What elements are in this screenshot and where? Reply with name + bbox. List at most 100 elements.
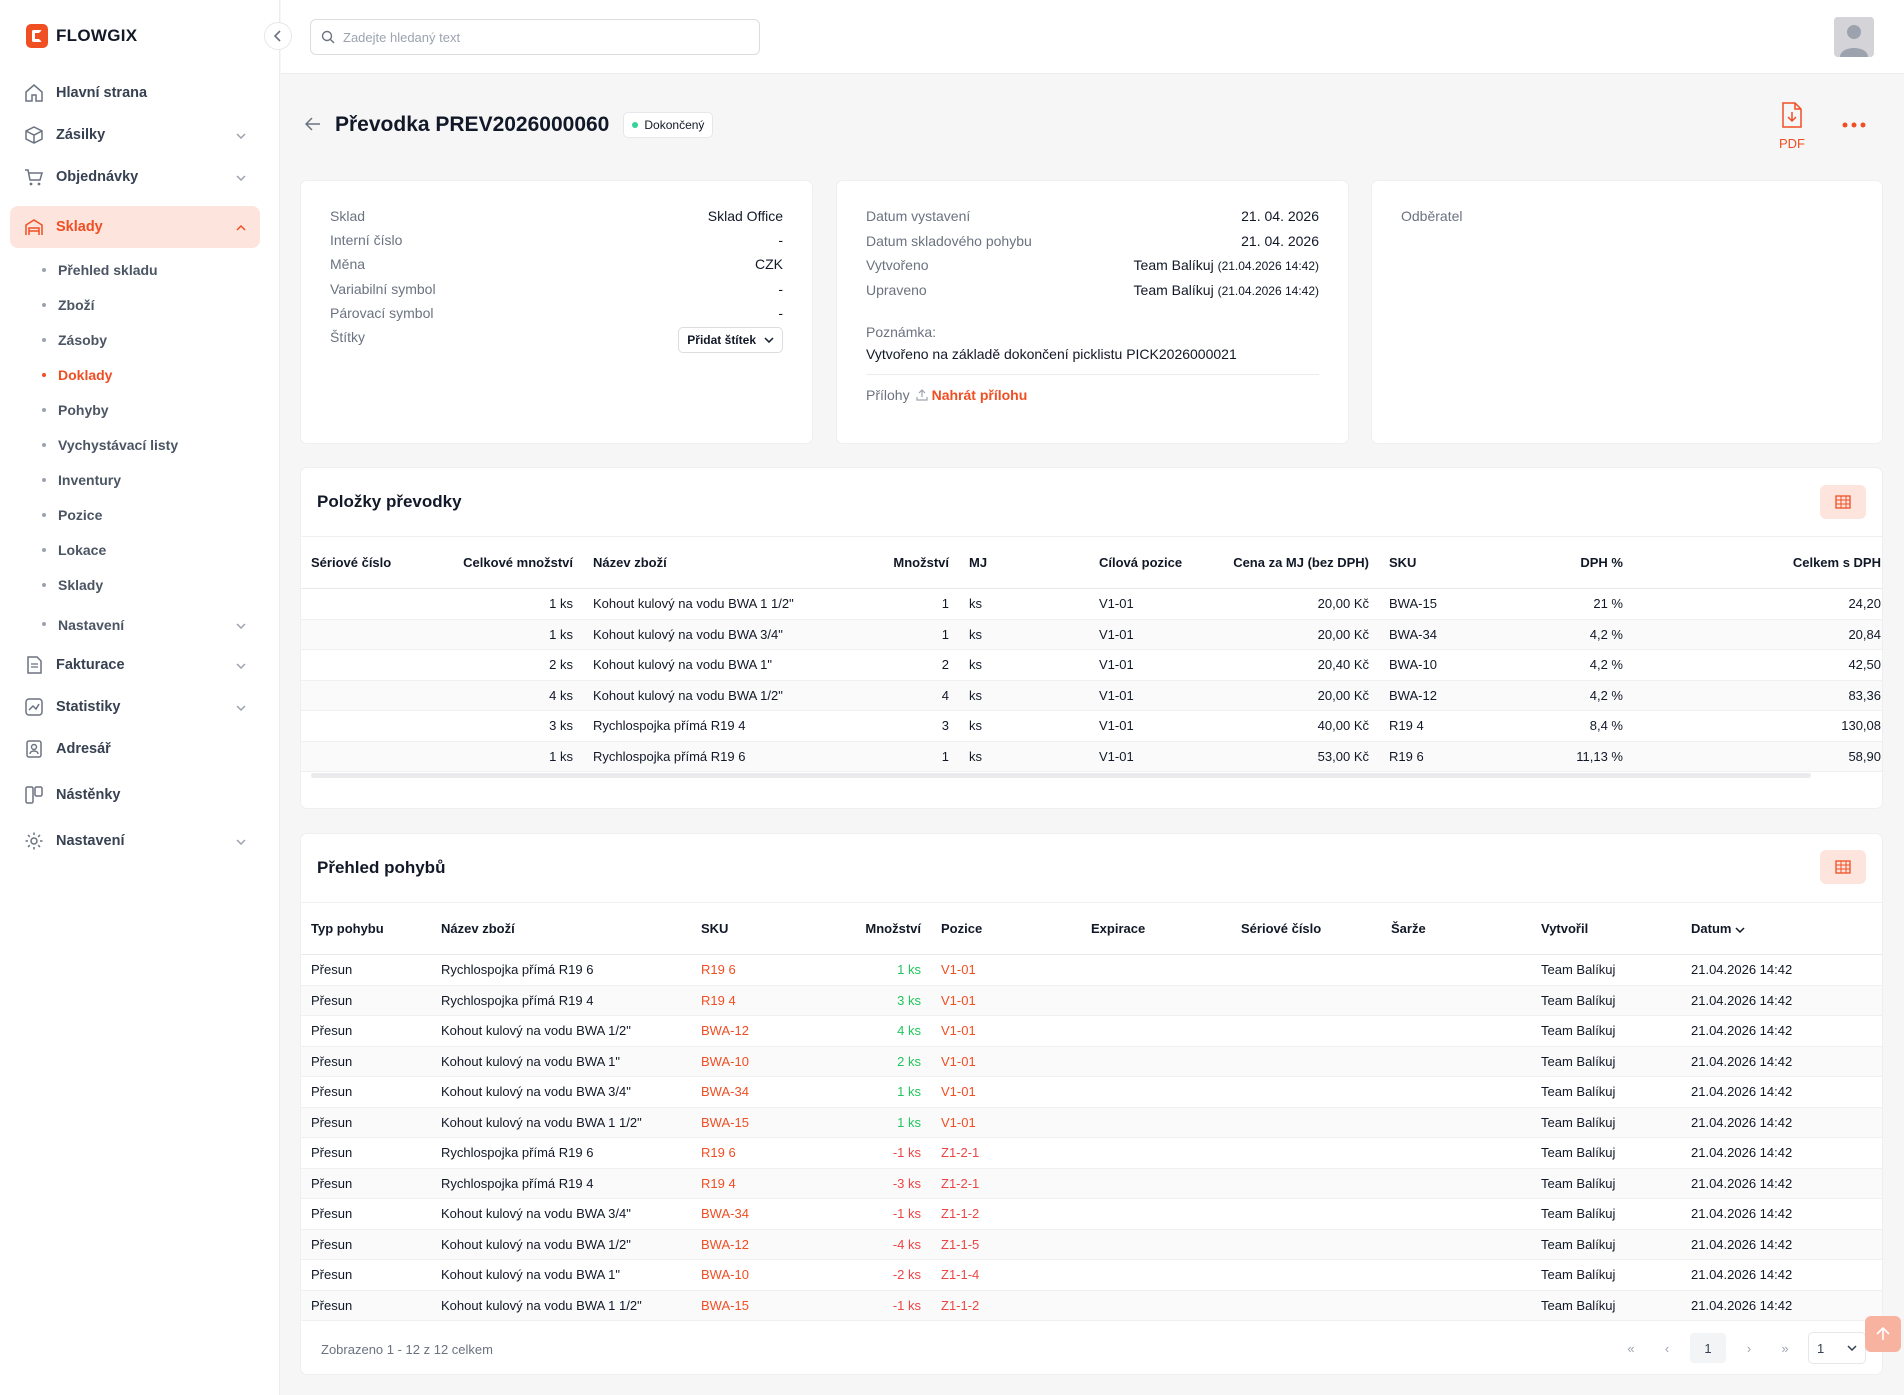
cell-sku[interactable]: BWA-15 <box>701 1297 749 1313</box>
cell-pozice[interactable]: V1-01 <box>941 1114 976 1130</box>
cell-pozice[interactable]: Z1-2-1 <box>941 1145 980 1161</box>
sidebar-item-fakturace[interactable]: Fakturace <box>10 644 260 686</box>
pdf-button[interactable]: PDF <box>1771 102 1813 151</box>
column-header-seriove-cislo[interactable]: Sériové číslo <box>311 555 392 570</box>
prev-page-button[interactable]: ‹ <box>1664 1340 1670 1356</box>
column-header-seriove-cislo[interactable]: Sériové číslo <box>1241 921 1322 936</box>
table-row[interactable]: Přesun Kohout kulový na vodu BWA 1" BWA-10… <box>301 1260 1882 1290</box>
table-row[interactable]: Přesun Rychlospojka přímá R19 6 R19 6 -1 ks… <box>301 1138 1882 1168</box>
column-header-cena-za-mj-bez-dph[interactable]: Cena za MJ (bez DPH) <box>1233 555 1369 570</box>
cell-pozice[interactable]: Z1-1-4 <box>941 1267 980 1283</box>
items-table-settings-button[interactable] <box>1820 485 1866 519</box>
submenu-item-doklady[interactable]: Doklady <box>42 357 260 392</box>
cell-sku[interactable]: BWA-10 <box>701 1267 749 1283</box>
page-size-select[interactable]: 1 <box>1808 1332 1866 1364</box>
last-page-button[interactable]: » <box>1781 1340 1789 1356</box>
cell-sku[interactable]: BWA-34 <box>701 1206 749 1222</box>
column-header-sku[interactable]: SKU <box>1389 555 1417 570</box>
column-header-mnozstvi[interactable]: Množství <box>893 555 949 570</box>
cell-pozice[interactable]: V1-01 <box>941 992 976 1008</box>
column-header-vytvoril[interactable]: Vytvořil <box>1541 921 1589 936</box>
cell-pozice[interactable]: Z1-1-2 <box>941 1297 980 1313</box>
table-row[interactable]: Přesun Kohout kulový na vodu BWA 1 1/2" BW… <box>301 1290 1882 1321</box>
avatar[interactable] <box>1834 17 1874 57</box>
submenu-item-vychystavaci-listy[interactable]: Vychystávací listy <box>42 427 260 462</box>
add-tag-button[interactable]: Přidat štítek <box>678 327 783 353</box>
first-page-button[interactable]: « <box>1627 1340 1635 1356</box>
table-row[interactable]: 1 ks Kohout kulový na vodu BWA 1 1/2" 1 ks V… <box>301 589 1882 619</box>
sidebar-item-objednavky[interactable]: Objednávky <box>10 156 260 198</box>
page-button-current[interactable]: 1 <box>1690 1333 1726 1363</box>
column-header-pozice[interactable]: Pozice <box>941 921 983 936</box>
horizontal-scrollbar[interactable] <box>311 773 1811 778</box>
table-row[interactable]: Přesun Rychlospojka přímá R19 4 R19 4 -3 ks… <box>301 1168 1882 1199</box>
cell-sku[interactable]: BWA-34 <box>701 1084 749 1100</box>
table-row[interactable]: 2 ks Kohout kulový na vodu BWA 1" 2 ks V1-01… <box>301 650 1882 680</box>
next-page-button[interactable]: › <box>1746 1340 1752 1356</box>
column-header-cilova-pozice[interactable]: Cílová pozice <box>1099 555 1183 570</box>
cell-sku[interactable]: BWA-15 <box>701 1114 749 1130</box>
submenu-item-zasoby[interactable]: Zásoby <box>42 322 260 357</box>
cell-sku[interactable]: R19 6 <box>701 1145 736 1161</box>
sidebar-item-zasilky[interactable]: Zásilky <box>10 114 260 156</box>
submenu-item-lokace[interactable]: Lokace <box>42 532 260 567</box>
sidebar-item-nastenky[interactable]: Nástěnky <box>10 774 260 816</box>
search-input[interactable] <box>343 29 743 45</box>
cell-sku[interactable]: BWA-12 <box>701 1236 749 1252</box>
submenu-item-inventury[interactable]: Inventury <box>42 462 260 497</box>
cell-sku[interactable]: BWA-12 <box>701 1023 749 1039</box>
cell-pozice[interactable]: Z1-1-5 <box>941 1236 980 1252</box>
cell-sku[interactable]: R19 4 <box>701 1175 736 1191</box>
scroll-top-button[interactable] <box>1865 1316 1901 1352</box>
table-row[interactable]: Přesun Rychlospojka přímá R19 4 R19 4 3 ks V… <box>301 985 1882 1016</box>
back-button[interactable] <box>304 115 321 136</box>
sidebar-item-nastaveni[interactable]: Nastavení <box>10 820 260 862</box>
sidebar-item-adresar[interactable]: Adresář <box>10 728 260 770</box>
upload-attachment-link[interactable]: Nahrát přílohu <box>915 387 1027 403</box>
column-header-celkem-s-dph[interactable]: Celkem s DPH <box>1792 555 1881 570</box>
search-box[interactable] <box>310 19 760 55</box>
logo[interactable]: FLOWGIX <box>26 24 137 48</box>
table-row[interactable]: 3 ks Rychlospojka přímá R19 4 3 ks V1-01 40,0… <box>301 711 1882 741</box>
table-row[interactable]: 1 ks Kohout kulový na vodu BWA 3/4" 1 ks V1-… <box>301 619 1882 650</box>
submenu-item-pozice[interactable]: Pozice <box>42 497 260 532</box>
more-actions-button[interactable] <box>1842 116 1866 128</box>
table-row[interactable]: Přesun Kohout kulový na vodu BWA 1/2" BWA-… <box>301 1016 1882 1046</box>
column-header-nazev-zbozi[interactable]: Název zboží <box>441 921 515 936</box>
column-header-dph[interactable]: DPH % <box>1580 555 1623 570</box>
table-row[interactable]: Přesun Kohout kulový na vodu BWA 1" BWA-10… <box>301 1046 1882 1077</box>
cell-pozice[interactable]: Z1-2-1 <box>941 1175 980 1191</box>
cell-pozice[interactable]: Z1-1-2 <box>941 1206 980 1222</box>
sidebar-item-hlavni-strana[interactable]: Hlavní strana <box>10 72 260 114</box>
cell-pozice[interactable]: V1-01 <box>941 1053 976 1069</box>
column-header-sarze[interactable]: Šarže <box>1391 921 1426 936</box>
table-row[interactable]: Přesun Kohout kulový na vodu BWA 3/4" BWA-… <box>301 1077 1882 1107</box>
cell-pozice[interactable]: V1-01 <box>941 962 976 978</box>
submenu-item-prehled-skladu[interactable]: Přehled skladu <box>42 252 260 287</box>
submenu-item-nastaveni[interactable]: Nastavení <box>42 606 260 644</box>
column-header-mj[interactable]: MJ <box>969 555 988 570</box>
table-row[interactable]: 4 ks Kohout kulový na vodu BWA 1/2" 4 ks V1-… <box>301 680 1882 711</box>
submenu-item-sklady[interactable]: Sklady <box>42 567 260 602</box>
table-row[interactable]: 1 ks Rychlospojka přímá R19 6 1 ks V1-01 53,0… <box>301 741 1882 772</box>
cell-pozice[interactable]: V1-01 <box>941 1023 976 1039</box>
column-header-celkove-mnozstvi[interactable]: Celkové množství <box>463 555 573 570</box>
column-header-typ-pohybu[interactable]: Typ pohybu <box>311 921 384 936</box>
column-header-expirace[interactable]: Expirace <box>1091 921 1146 936</box>
collapse-sidebar-button[interactable] <box>264 22 292 50</box>
moves-table-settings-button[interactable] <box>1820 850 1866 884</box>
cell-sku[interactable]: BWA-10 <box>701 1053 749 1069</box>
column-header-sku[interactable]: SKU <box>701 921 729 936</box>
table-row[interactable]: Přesun Kohout kulový na vodu BWA 1/2" BWA-… <box>301 1229 1882 1260</box>
column-header-nazev-zbozi[interactable]: Název zboží <box>593 555 667 570</box>
submenu-item-zbozi[interactable]: Zboží <box>42 287 260 322</box>
table-row[interactable]: Přesun Kohout kulový na vodu BWA 3/4" BWA-… <box>301 1199 1882 1229</box>
sidebar-item-statistiky[interactable]: Statistiky <box>10 686 260 728</box>
column-header-mnozstvi[interactable]: Množství <box>865 921 921 936</box>
column-header-datum[interactable]: Datum <box>1681 903 1882 955</box>
cell-sku[interactable]: R19 6 <box>701 962 736 978</box>
cell-pozice[interactable]: V1-01 <box>941 1084 976 1100</box>
sidebar-item-sklady[interactable]: Sklady <box>10 206 260 248</box>
table-row[interactable]: Přesun Rychlospojka přímá R19 6 R19 6 1 ks V… <box>301 955 1882 985</box>
submenu-item-pohyby[interactable]: Pohyby <box>42 392 260 427</box>
